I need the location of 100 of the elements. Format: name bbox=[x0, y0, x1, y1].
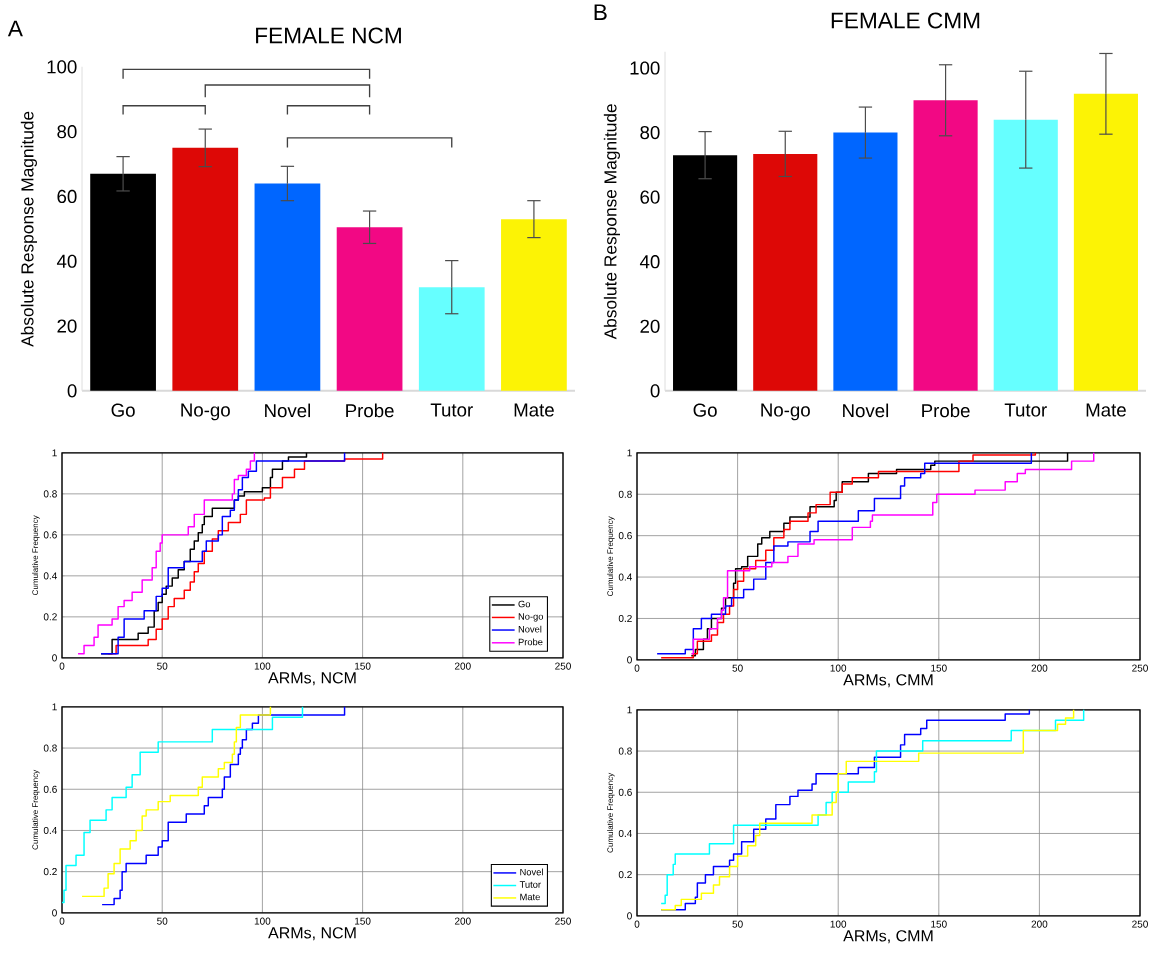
y-axis-title: Cumulative Frequency bbox=[32, 769, 40, 850]
legend-label: Novel bbox=[518, 625, 542, 633]
y-tick-label: 0.6 bbox=[618, 788, 632, 796]
y-tick-label: 1 bbox=[627, 706, 632, 714]
bar bbox=[673, 155, 738, 391]
bar bbox=[501, 219, 567, 391]
x-tick-label: 200 bbox=[454, 917, 471, 925]
x-tick-label: 50 bbox=[157, 662, 168, 670]
y-tick-label: 0.8 bbox=[618, 490, 632, 498]
x-tick-label: Tutor bbox=[430, 403, 473, 417]
y-tick-label: 1 bbox=[52, 449, 57, 457]
y-tick-label: 0 bbox=[650, 384, 660, 398]
y-tick-label: 0.8 bbox=[43, 490, 57, 498]
chart-title: FEMALE CMM bbox=[831, 12, 980, 29]
y-tick-label: 0.2 bbox=[618, 614, 632, 623]
y-tick-label: 0 bbox=[67, 384, 77, 398]
y-tick-label: 0.2 bbox=[618, 871, 632, 879]
x-axis-title: ARMs, CMM bbox=[843, 674, 933, 688]
y-tick-label: 0 bbox=[52, 909, 57, 917]
y-tick-label: 80 bbox=[57, 125, 77, 139]
x-tick-label: 50 bbox=[732, 920, 743, 928]
x-tick-label: Go bbox=[111, 403, 135, 417]
legend-label: Mate bbox=[520, 893, 540, 901]
y-tick-label: 0 bbox=[52, 654, 57, 662]
x-axis-title: ARMs, CMM bbox=[843, 930, 933, 944]
x-tick-label: 50 bbox=[732, 664, 743, 672]
legend-label: Novel bbox=[520, 868, 543, 876]
x-axis-title: ARMs, NCM bbox=[268, 927, 356, 941]
y-tick-label: 20 bbox=[640, 319, 660, 333]
bar bbox=[993, 119, 1058, 391]
x-tick-label: 100 bbox=[830, 664, 847, 672]
x-tick-label: 250 bbox=[555, 662, 571, 670]
bar bbox=[1073, 93, 1138, 391]
x-tick-label: Probe bbox=[922, 403, 970, 418]
bar bbox=[833, 132, 898, 391]
y-tick-label: 60 bbox=[57, 189, 77, 204]
y-tick-label: 0.8 bbox=[618, 747, 632, 755]
x-tick-label: No-go bbox=[761, 403, 810, 421]
x-tick-label: 250 bbox=[555, 917, 571, 925]
x-tick-label: 100 bbox=[254, 662, 271, 670]
x-tick-label: Mate bbox=[514, 403, 554, 417]
bar bbox=[172, 147, 239, 391]
y-tick-label: 80 bbox=[640, 126, 660, 140]
x-tick-label: 150 bbox=[931, 664, 947, 672]
x-tick-label: 100 bbox=[830, 920, 847, 928]
chart-title: FEMALE NCM bbox=[256, 27, 401, 44]
legend-label: Probe bbox=[518, 638, 543, 646]
y-tick-label: 0.4 bbox=[618, 829, 632, 838]
bar bbox=[336, 227, 403, 391]
y-tick-label: 60 bbox=[640, 190, 660, 204]
x-tick-label: Novel bbox=[265, 403, 311, 418]
x-tick-label: 100 bbox=[254, 917, 271, 925]
x-tick-label: Probe bbox=[346, 403, 394, 418]
y-tick-label: 1 bbox=[52, 703, 57, 711]
x-tick-label: Go bbox=[693, 403, 717, 417]
x-tick-label: 150 bbox=[355, 917, 371, 925]
y-tick-label: 40 bbox=[56, 254, 77, 268]
y-tick-label: 20 bbox=[57, 319, 77, 333]
y-tick-label: 0.6 bbox=[618, 532, 632, 540]
y-tick-label: 0.4 bbox=[43, 572, 57, 580]
x-tick-label: 250 bbox=[1132, 920, 1148, 928]
text: A bbox=[7, 20, 23, 37]
y-tick-label: 100 bbox=[630, 61, 660, 75]
x-tick-label: 150 bbox=[931, 920, 947, 928]
text: B bbox=[594, 4, 607, 21]
x-tick-label: 0 bbox=[634, 920, 640, 928]
x-tick-label: No-go bbox=[181, 403, 230, 421]
y-tick-label: 40 bbox=[639, 255, 660, 269]
x-tick-label: Novel bbox=[843, 403, 889, 418]
x-tick-label: Mate bbox=[1086, 403, 1126, 417]
legend-label: Go bbox=[518, 600, 531, 608]
y-tick-label: 0 bbox=[627, 656, 632, 664]
y-tick-label: 0.4 bbox=[618, 573, 632, 581]
y-tick-label: 0 bbox=[627, 912, 632, 920]
y-axis-title: Absolute Response Magnitude bbox=[603, 104, 620, 340]
x-tick-label: 250 bbox=[1132, 664, 1148, 672]
y-axis-title: Cumulative Frequency bbox=[607, 516, 615, 597]
y-axis-title: Cumulative Frequency bbox=[32, 515, 40, 596]
y-tick-label: 0.2 bbox=[43, 868, 57, 876]
y-tick-label: 0.2 bbox=[43, 613, 57, 621]
x-tick-label: 200 bbox=[1031, 664, 1048, 672]
x-tick-label: 0 bbox=[634, 664, 640, 672]
x-tick-label: 200 bbox=[1031, 920, 1048, 928]
x-tick-label: Tutor bbox=[1004, 403, 1047, 417]
x-tick-label: 150 bbox=[355, 662, 371, 670]
x-tick-label: 200 bbox=[454, 662, 471, 670]
bar bbox=[913, 100, 978, 391]
y-tick-label: 1 bbox=[627, 449, 632, 457]
bar bbox=[753, 153, 818, 391]
y-axis-title: Absolute Response Magnitude bbox=[20, 111, 37, 347]
x-axis-title: ARMs, NCM bbox=[268, 672, 356, 686]
y-axis-title: Cumulative Frequency bbox=[607, 772, 615, 853]
legend-label: No-go bbox=[518, 613, 544, 622]
y-tick-label: 0.6 bbox=[43, 531, 57, 539]
y-tick-label: 100 bbox=[47, 60, 77, 74]
bar bbox=[254, 183, 321, 391]
legend-label: Tutor bbox=[519, 881, 541, 888]
y-tick-label: 0.6 bbox=[43, 785, 57, 793]
y-tick-label: 0.8 bbox=[43, 744, 57, 752]
x-tick-label: 50 bbox=[157, 917, 168, 925]
